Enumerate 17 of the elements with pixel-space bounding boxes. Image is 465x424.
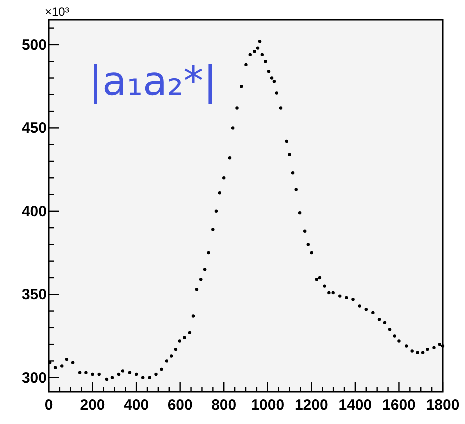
annotation: |a₁a₂*| (89, 59, 218, 105)
y-tick-label: 350 (22, 286, 47, 304)
x-tick-label: 200 (80, 397, 106, 414)
y-tick-label: 400 (22, 203, 47, 220)
x-tick-label: 0 (44, 397, 54, 414)
x-tick-label: 400 (124, 397, 150, 414)
x-tick-label: 800 (212, 397, 237, 414)
x-tick-label: 600 (168, 397, 193, 414)
text: ×10³ (45, 5, 70, 19)
y-tick-label: 500 (22, 36, 47, 54)
x-tick-label: 1400 (338, 397, 372, 414)
x-tick-label: 1000 (251, 397, 285, 414)
y-tick-label: 450 (22, 120, 47, 138)
x-tick-label: 1200 (294, 397, 328, 414)
x-tick-label: 1600 (382, 397, 416, 414)
y-tick-label: 300 (22, 370, 47, 387)
x-tick-label: 1800 (426, 397, 460, 414)
